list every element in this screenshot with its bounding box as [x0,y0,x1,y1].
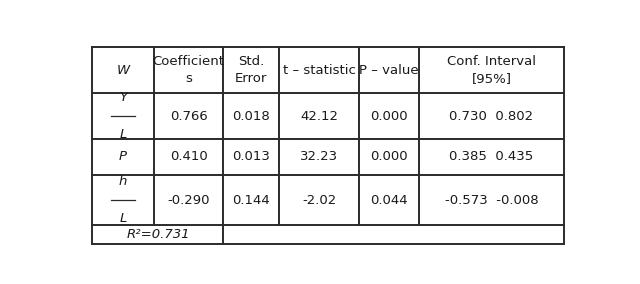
Text: 0.730  0.802: 0.730 0.802 [449,110,534,123]
Text: W: W [116,64,129,77]
Text: R²=0.731: R²=0.731 [126,228,189,241]
Text: P – value: P – value [360,64,419,77]
Text: 0.013: 0.013 [232,151,270,163]
Text: 0.766: 0.766 [170,110,207,123]
Text: 0.410: 0.410 [170,151,207,163]
Text: t – statistic: t – statistic [283,64,355,77]
Text: h: h [119,175,127,188]
Text: 0.000: 0.000 [371,110,408,123]
Text: -2.02: -2.02 [302,194,336,207]
Text: 0.000: 0.000 [371,151,408,163]
Text: -0.573  -0.008: -0.573 -0.008 [445,194,538,207]
Text: 32.23: 32.23 [300,151,338,163]
Text: L: L [119,128,127,141]
Text: P: P [119,151,127,163]
Text: Conf. Interval
[95%]: Conf. Interval [95%] [447,55,536,85]
Text: 0.385  0.435: 0.385 0.435 [449,151,534,163]
Text: Y: Y [119,91,127,104]
Text: 0.144: 0.144 [232,194,270,207]
Text: L: L [119,212,127,225]
Text: 0.018: 0.018 [232,110,270,123]
Text: -0.290: -0.290 [167,194,210,207]
Text: 0.044: 0.044 [371,194,408,207]
Text: Std.
Error: Std. Error [235,55,268,85]
Text: Coefficient
s: Coefficient s [152,55,225,85]
Text: 42.12: 42.12 [300,110,338,123]
